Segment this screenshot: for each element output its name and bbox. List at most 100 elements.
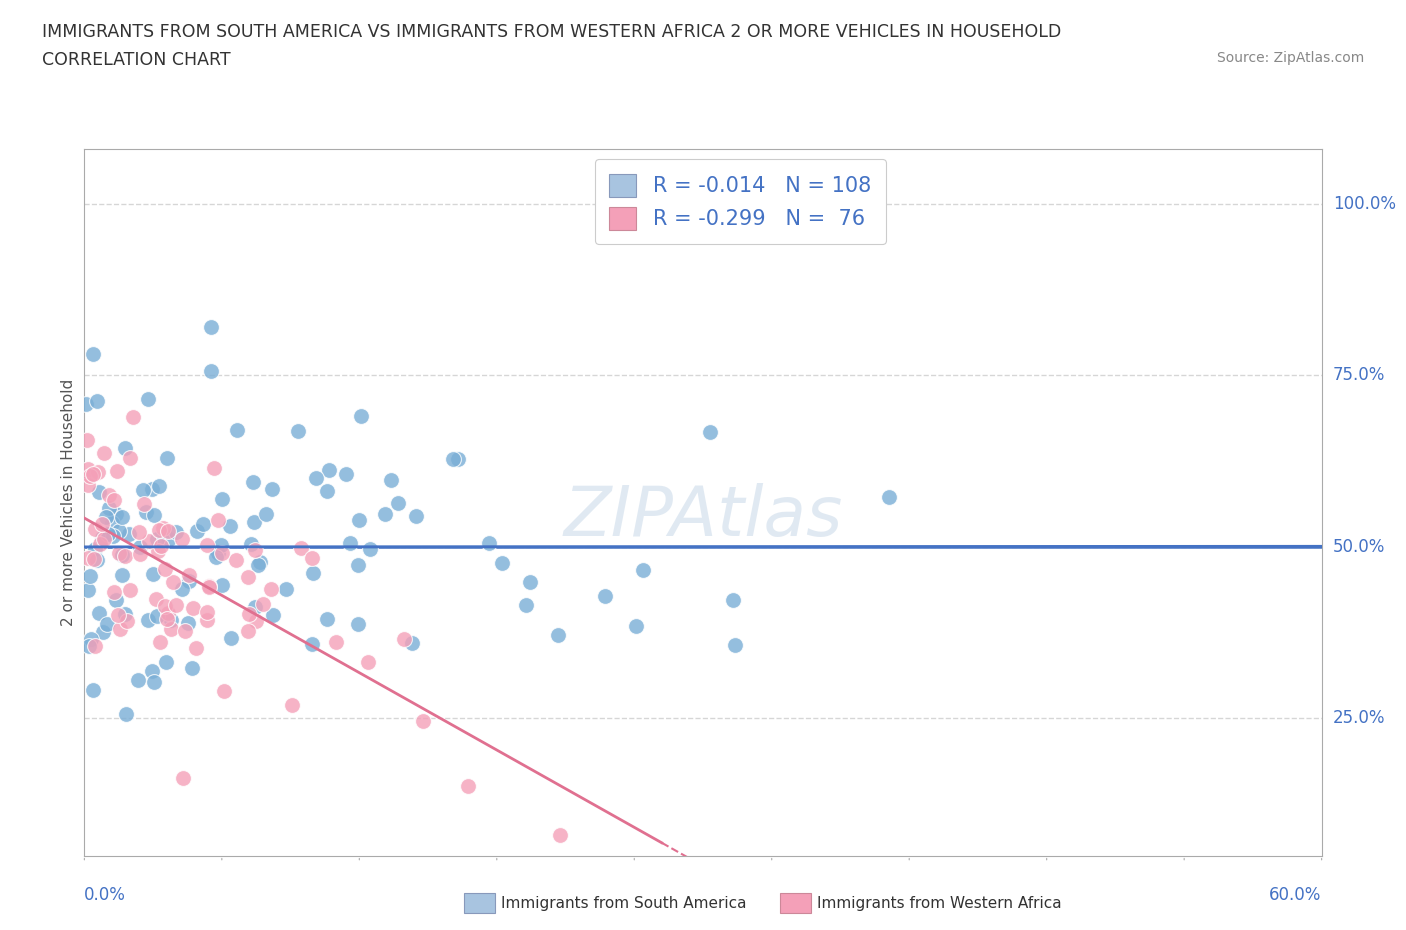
Point bbox=[380, 472, 402, 487]
Point bbox=[153, 561, 176, 576]
Point bbox=[148, 523, 170, 538]
Point bbox=[149, 538, 172, 553]
Point bbox=[76, 551, 98, 565]
Point bbox=[170, 532, 193, 547]
Point bbox=[111, 567, 134, 582]
Point bbox=[82, 347, 104, 362]
Point bbox=[401, 635, 423, 650]
Point bbox=[335, 466, 357, 481]
Point bbox=[84, 541, 107, 556]
Point bbox=[405, 509, 427, 524]
Point bbox=[105, 463, 128, 478]
Point bbox=[93, 532, 115, 547]
Text: 75.0%: 75.0% bbox=[1333, 366, 1385, 384]
Point bbox=[236, 623, 259, 638]
Point bbox=[195, 538, 218, 552]
Point bbox=[83, 552, 105, 567]
Point bbox=[262, 482, 284, 497]
Point bbox=[209, 538, 232, 552]
Point bbox=[156, 451, 179, 466]
Point bbox=[155, 655, 177, 670]
Point bbox=[101, 528, 124, 543]
Point bbox=[143, 508, 166, 523]
Point bbox=[90, 531, 112, 546]
Point bbox=[236, 569, 259, 584]
Text: 0.0%: 0.0% bbox=[84, 886, 127, 904]
Point bbox=[120, 582, 142, 597]
Point bbox=[186, 524, 208, 538]
Text: 25.0%: 25.0% bbox=[1333, 710, 1385, 727]
Point bbox=[211, 492, 233, 507]
Point bbox=[243, 599, 266, 614]
Point bbox=[287, 424, 309, 439]
Point bbox=[387, 495, 409, 510]
Point bbox=[148, 544, 170, 559]
Point bbox=[104, 506, 127, 521]
Point bbox=[101, 515, 124, 530]
Point bbox=[160, 612, 183, 627]
Point bbox=[191, 516, 214, 531]
Point bbox=[149, 634, 172, 649]
Point bbox=[114, 706, 136, 721]
Point bbox=[254, 507, 277, 522]
Point bbox=[347, 558, 370, 573]
Point bbox=[89, 537, 111, 551]
Point bbox=[97, 500, 120, 515]
Point bbox=[157, 605, 180, 620]
Point bbox=[252, 597, 274, 612]
Point bbox=[77, 638, 100, 653]
Point bbox=[172, 582, 194, 597]
Point bbox=[118, 526, 141, 541]
Point bbox=[111, 510, 134, 525]
Point bbox=[141, 663, 163, 678]
Point bbox=[238, 606, 260, 621]
Point bbox=[239, 537, 262, 551]
Text: CORRELATION CHART: CORRELATION CHART bbox=[42, 51, 231, 69]
Point bbox=[157, 532, 180, 547]
Point bbox=[202, 460, 225, 475]
Text: 60.0%: 60.0% bbox=[1270, 886, 1322, 904]
Legend: R = -0.014   N = 108, R = -0.299   N =  76: R = -0.014 N = 108, R = -0.299 N = 76 bbox=[595, 159, 886, 245]
Point bbox=[165, 525, 187, 539]
Point bbox=[83, 639, 105, 654]
Point bbox=[160, 621, 183, 636]
Point bbox=[129, 539, 152, 554]
Point bbox=[87, 465, 110, 480]
Point bbox=[392, 631, 415, 646]
Point bbox=[184, 641, 207, 656]
Point bbox=[87, 485, 110, 499]
Point bbox=[211, 546, 233, 561]
Point bbox=[114, 441, 136, 456]
Point bbox=[122, 409, 145, 424]
Point bbox=[87, 605, 110, 620]
Point bbox=[626, 618, 648, 633]
Point bbox=[103, 585, 125, 600]
Y-axis label: 2 or more Vehicles in Household: 2 or more Vehicles in Household bbox=[60, 379, 76, 626]
Point bbox=[156, 524, 179, 538]
Point bbox=[120, 450, 142, 465]
Point bbox=[242, 474, 264, 489]
Point bbox=[103, 493, 125, 508]
Point bbox=[93, 624, 115, 639]
Point bbox=[441, 452, 464, 467]
Point bbox=[219, 631, 242, 645]
Point bbox=[246, 557, 269, 572]
Point bbox=[79, 568, 101, 583]
Point bbox=[218, 518, 240, 533]
Point bbox=[108, 546, 131, 561]
Point bbox=[721, 592, 744, 607]
Point bbox=[179, 573, 201, 588]
Point bbox=[77, 582, 100, 597]
Point bbox=[132, 497, 155, 512]
Point bbox=[211, 578, 233, 592]
Point bbox=[146, 531, 169, 546]
Point bbox=[104, 592, 127, 607]
Text: Immigrants from South America: Immigrants from South America bbox=[501, 896, 747, 910]
Point bbox=[174, 623, 197, 638]
Point bbox=[177, 567, 200, 582]
Point bbox=[260, 581, 283, 596]
Point bbox=[350, 408, 373, 423]
Point bbox=[446, 451, 468, 466]
Point bbox=[547, 628, 569, 643]
Point bbox=[290, 540, 312, 555]
